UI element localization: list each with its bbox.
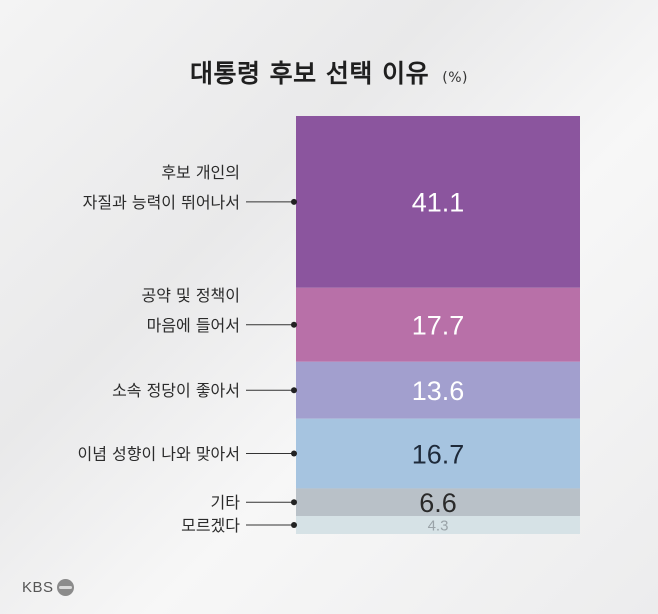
category-label-0-1: 자질과 능력이 뛰어나서 [83, 193, 240, 212]
chart-unit: (%) [442, 70, 469, 86]
chart-title-text: 대통령 후보 선택 이유 [189, 59, 430, 88]
category-label-3-0: 이념 성향이 나와 맞아서 [78, 445, 240, 464]
kbs-logo: KBS [22, 579, 74, 596]
leader-dot-5 [291, 522, 297, 529]
category-label-2-0: 소속 정당이 좋아서 [112, 381, 240, 400]
category-label-4-0: 기타 [211, 493, 241, 512]
bar-segment-4 [296, 488, 580, 517]
value-label-3: 16.7 [412, 439, 465, 469]
bar-segment-5 [296, 516, 580, 534]
brand-text: KBS [22, 579, 54, 596]
bar-segment-3 [296, 418, 580, 489]
value-label-5: 4.3 [428, 517, 449, 534]
value-label-4: 6.6 [419, 488, 457, 518]
category-label-0-0: 후보 개인의 [161, 163, 240, 182]
value-label-0: 41.1 [412, 188, 465, 218]
leader-dot-2 [291, 387, 297, 394]
bar-segment-0 [296, 116, 580, 288]
leader-dot-3 [291, 450, 297, 457]
leader-dot-0 [291, 198, 297, 205]
kbs-logo-icon [56, 579, 74, 596]
leader-dot-1 [291, 321, 297, 328]
category-label-1-0: 공약 및 정책이 [142, 286, 241, 305]
leader-dot-4 [291, 499, 297, 506]
category-label-5-0: 모르겠다 [181, 516, 240, 535]
bar-segment-1 [296, 287, 580, 362]
category-label-1-1: 마음에 들어서 [147, 316, 240, 335]
chart-title: 대통령 후보 선택 이유 (%) [0, 54, 658, 90]
value-label-2: 13.6 [412, 376, 465, 406]
bar-segment-2 [296, 361, 580, 419]
value-label-1: 17.7 [412, 311, 465, 341]
